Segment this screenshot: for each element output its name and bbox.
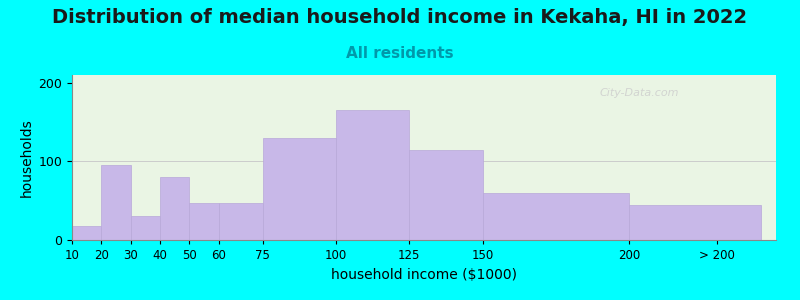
- Bar: [410, 150, 482, 240]
- Bar: [130, 216, 160, 240]
- Text: All residents: All residents: [346, 46, 454, 62]
- Bar: [262, 138, 336, 240]
- Bar: [160, 177, 190, 240]
- Bar: [336, 110, 410, 240]
- Y-axis label: households: households: [20, 118, 34, 197]
- Text: City-Data.com: City-Data.com: [600, 88, 679, 98]
- Bar: [190, 203, 218, 240]
- Text: Distribution of median household income in Kekaha, HI in 2022: Distribution of median household income …: [53, 8, 747, 26]
- Bar: [72, 226, 102, 240]
- Bar: [102, 165, 130, 240]
- Bar: [482, 193, 630, 240]
- Bar: [218, 203, 262, 240]
- X-axis label: household income ($1000): household income ($1000): [331, 268, 517, 282]
- Bar: [630, 205, 762, 240]
